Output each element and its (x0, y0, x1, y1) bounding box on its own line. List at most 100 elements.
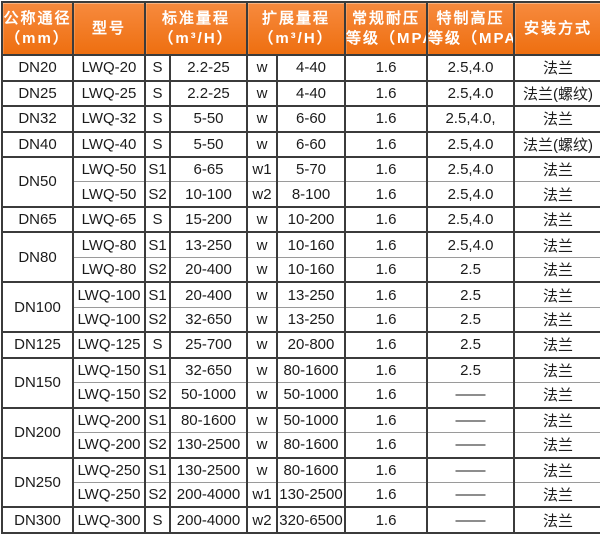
table-row: DN300 LWQ-300 S 200-4000 w2 320-6500 1.6 —— 法兰 (1, 506, 600, 533)
cell-std-range: 20-400 (169, 281, 248, 308)
cell-ext-range: 5-70 (276, 156, 346, 182)
cell-model: LWQ-200 (72, 406, 146, 433)
cell-high-pressure: 2.5,4.0, (426, 105, 515, 132)
table-row: LWQ-200 S2 130-2500 w 80-1600 1.6 —— 法兰 (2, 432, 600, 458)
cell-normal-pressure: 1.6 (344, 356, 428, 383)
header-model: 型号 (72, 1, 146, 56)
cell-std-code: S (144, 79, 171, 106)
cell-std-range: 20-400 (169, 256, 248, 283)
cell-std-range: 50-1000 (169, 382, 248, 408)
cell-nominal-diameter: DN125 (1, 331, 74, 358)
cell-model: LWQ-65 (72, 205, 146, 233)
cell-normal-pressure: 1.6 (344, 406, 428, 433)
table-row: DN65 LWQ-65 S 15-200 w 10-200 1.6 2.5,4.0 法兰 (1, 205, 600, 233)
cell-std-range: 32-650 (169, 356, 248, 383)
cell-ext-code: w (246, 281, 278, 308)
cell-normal-pressure: 1.6 (344, 256, 428, 283)
cell-installation: 法兰 (513, 356, 600, 383)
cell-ext-code: w (246, 79, 278, 106)
cell-high-pressure: —— (426, 382, 515, 408)
table-row: LWQ-100 S2 32-650 w 13-250 1.6 2.5 法兰 (2, 306, 600, 333)
cell-installation: 法兰 (513, 481, 600, 508)
cell-ext-range: 6-60 (276, 130, 346, 157)
cell-std-range: 10-100 (169, 181, 248, 207)
cell-high-pressure: 2.5,4.0 (426, 181, 515, 207)
cell-ext-range: 80-1600 (276, 456, 346, 483)
cell-installation: 法兰 (513, 456, 600, 483)
cell-nominal-diameter: DN250 (1, 456, 74, 508)
table-row: DN250 LWQ-250 S1 130-2500 w 80-1600 1.6 —— 法兰 (1, 456, 600, 508)
cell-nominal-diameter: DN80 (1, 231, 74, 283)
cell-std-range: 80-1600 (169, 406, 248, 433)
cell-ext-range: 50-1000 (276, 382, 346, 408)
header-line: 公称通径 (3, 9, 72, 27)
cell-ext-range: 80-1600 (276, 356, 346, 383)
table-row: LWQ-50 S2 10-100 w2 8-100 1.6 2.5,4.0 法兰 (2, 181, 600, 207)
table-row: DN50 LWQ-50 S1 6-65 w1 5-70 1.6 2.5,4.0 法兰 (1, 156, 600, 207)
cell-normal-pressure: 1.6 (344, 281, 428, 308)
cell-ext-code: w1 (246, 481, 278, 508)
table-header: 公称通径 （mm） 型号 标准量程 （m³/H） 扩展量程 （m³/H） 常规耐压等级（MPA… (1, 1, 600, 56)
header-line: 特制高压 (436, 9, 505, 27)
cell-installation: 法兰 (513, 506, 600, 533)
header-installation: 安装方式 (513, 1, 600, 56)
cell-normal-pressure: 1.6 (344, 432, 428, 458)
header-line: 常规耐压 (351, 9, 420, 27)
cell-std-code: S (144, 205, 171, 233)
cell-installation: 法兰 (513, 231, 600, 258)
cell-model: LWQ-50 (72, 156, 146, 182)
cell-model: LWQ-300 (72, 506, 146, 533)
cell-ext-range: 4-40 (276, 54, 346, 81)
cell-model: LWQ-250 (72, 481, 146, 508)
cell-std-code: S2 (144, 256, 171, 283)
cell-installation: 法兰 (513, 156, 600, 182)
cell-high-pressure: 2.5 (426, 281, 515, 308)
cell-ext-range: 10-160 (276, 256, 346, 283)
cell-ext-code: w1 (246, 156, 278, 182)
cell-std-code: S1 (144, 356, 171, 383)
cell-std-range: 2.2-25 (169, 54, 248, 81)
cell-normal-pressure: 1.6 (344, 231, 428, 258)
cell-std-code: S2 (144, 181, 171, 207)
cell-ext-code: w (246, 432, 278, 458)
cell-installation: 法兰 (513, 306, 600, 333)
cell-ext-code: w (246, 406, 278, 433)
cell-model: LWQ-80 (72, 256, 146, 283)
cell-nominal-diameter: DN200 (1, 406, 74, 458)
cell-model: LWQ-80 (72, 231, 146, 258)
cell-ext-range: 6-60 (276, 105, 346, 132)
cell-std-code: S (144, 130, 171, 157)
cell-std-range: 13-250 (169, 231, 248, 258)
header-line: 标准量程 (161, 9, 230, 27)
header-row: 公称通径 （mm） 型号 标准量程 （m³/H） 扩展量程 （m³/H） 常规耐压等级（MPA… (1, 1, 600, 56)
cell-ext-code: w (246, 356, 278, 383)
cell-ext-range: 130-2500 (276, 481, 346, 508)
cell-normal-pressure: 1.6 (344, 481, 428, 508)
cell-ext-code: w (246, 306, 278, 333)
cell-ext-code: w2 (246, 506, 278, 533)
header-standard-range: 标准量程 （m³/H） (144, 1, 248, 56)
cell-high-pressure: 2.5 (426, 306, 515, 333)
header-line: 等级（MPA） (346, 29, 425, 47)
cell-normal-pressure: 1.6 (344, 205, 428, 233)
cell-installation: 法兰(螺纹) (513, 79, 600, 106)
cell-std-range: 130-2500 (169, 456, 248, 483)
table-row: DN20 LWQ-20 S 2.2-25 w 4-40 1.6 2.5,4.0 法兰 (1, 54, 600, 81)
cell-high-pressure: —— (426, 406, 515, 433)
cell-nominal-diameter: DN150 (1, 356, 74, 408)
table-row: DN32 LWQ-32 S 5-50 w 6-60 1.6 2.5,4.0, 法兰 (1, 105, 600, 132)
cell-normal-pressure: 1.6 (344, 331, 428, 358)
cell-normal-pressure: 1.6 (344, 130, 428, 157)
cell-high-pressure: 2.5,4.0 (426, 205, 515, 233)
cell-std-range: 200-4000 (169, 506, 248, 533)
cell-model: LWQ-150 (72, 356, 146, 383)
table-row: DN40 LWQ-40 S 5-50 w 6-60 1.6 2.5,4.0 法兰(螺纹) (1, 130, 600, 157)
cell-model: LWQ-125 (72, 331, 146, 358)
cell-high-pressure: 2.5,4.0 (426, 130, 515, 157)
cell-high-pressure: 2.5,4.0 (426, 79, 515, 106)
cell-std-code: S2 (144, 481, 171, 508)
cell-ext-range: 80-1600 (276, 432, 346, 458)
cell-std-range: 5-50 (169, 105, 248, 132)
cell-installation: 法兰 (513, 105, 600, 132)
